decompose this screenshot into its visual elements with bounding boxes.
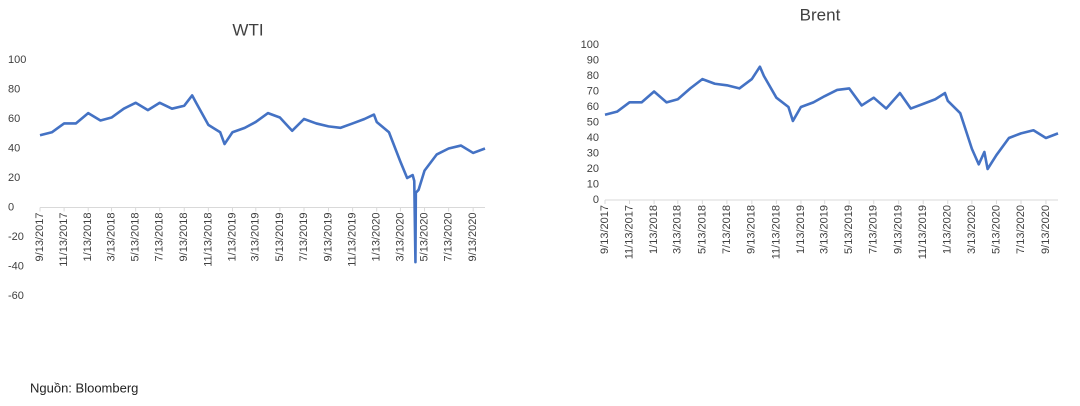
- x-tick-label: 3/13/2018: [672, 205, 684, 254]
- y-tick-label: 20: [587, 163, 599, 175]
- x-tick-label: 5/13/2020: [418, 213, 430, 262]
- x-tick-label: 5/13/2020: [990, 205, 1002, 254]
- x-tick-label: 7/13/2019: [298, 213, 310, 262]
- chart-title: Brent: [800, 5, 841, 24]
- x-tick-label: 1/13/2020: [942, 205, 954, 254]
- x-tick-label: 5/13/2019: [274, 213, 286, 262]
- y-tick-label: 60: [587, 101, 599, 113]
- x-tick-label: 5/13/2019: [843, 205, 855, 254]
- x-tick-label: 1/13/2019: [226, 213, 238, 262]
- y-tick-label: 0: [8, 201, 14, 213]
- y-tick-label: -20: [8, 231, 24, 243]
- x-tick-label: 11/13/2018: [770, 205, 782, 259]
- x-tick-label: 1/13/2018: [82, 213, 94, 262]
- y-tick-label: 30: [587, 147, 599, 159]
- y-tick-label: 0: [593, 194, 599, 206]
- x-tick-label: 1/13/2020: [371, 213, 383, 262]
- x-tick-label: 3/13/2019: [819, 205, 831, 254]
- x-tick-label: 11/13/2019: [917, 205, 929, 259]
- x-tick-label: 7/13/2019: [868, 205, 880, 254]
- x-tick-label: 11/13/2017: [58, 213, 70, 267]
- y-tick-label: -60: [8, 290, 24, 302]
- x-tick-label: 11/13/2018: [202, 212, 214, 266]
- chart-title: WTI: [232, 20, 263, 39]
- data-line: [39, 94, 486, 264]
- x-tick-label: 9/13/2018: [178, 213, 190, 262]
- y-tick-label: 80: [8, 83, 20, 95]
- x-tick-label: 3/13/2020: [966, 205, 978, 254]
- y-tick-label: 50: [587, 116, 599, 128]
- x-tick-label: 3/13/2018: [105, 213, 117, 262]
- x-tick-label: 9/13/2020: [467, 213, 479, 262]
- y-tick-label: 90: [587, 54, 599, 66]
- y-tick-label: 100: [581, 39, 599, 51]
- y-tick-label: 10: [587, 178, 599, 190]
- x-tick-label: 1/13/2019: [795, 205, 807, 254]
- x-tick-label: 7/13/2020: [443, 213, 455, 262]
- x-tick-label: 11/13/2019: [347, 213, 359, 267]
- y-tick-label: -40: [8, 260, 24, 272]
- x-tick-label: 1/13/2018: [648, 205, 660, 254]
- y-tick-label: 70: [587, 85, 599, 97]
- x-tick-label: 5/13/2018: [130, 213, 142, 262]
- y-tick-label: 20: [8, 172, 20, 184]
- y-tick-label: 60: [8, 113, 20, 125]
- x-tick-label: 9/13/2019: [322, 213, 334, 262]
- y-tick-label: 40: [8, 142, 20, 154]
- source-note: Nguồn: Bloomberg: [30, 380, 138, 395]
- x-tick-label: 9/13/2018: [746, 205, 758, 254]
- x-tick-label: 7/13/2018: [721, 205, 733, 254]
- x-tick-label: 9/13/2020: [1040, 205, 1052, 254]
- x-tick-label: 5/13/2018: [696, 205, 708, 254]
- x-tick-label: 9/13/2019: [893, 205, 905, 254]
- x-tick-label: 11/13/2017: [623, 205, 635, 259]
- data-line: [604, 65, 1059, 171]
- y-tick-label: 40: [587, 132, 599, 144]
- x-tick-label: 7/13/2018: [154, 213, 166, 262]
- x-tick-label: 9/13/2017: [34, 213, 46, 262]
- x-tick-label: 9/13/2017: [599, 205, 611, 254]
- y-tick-label: 80: [587, 70, 599, 82]
- x-tick-label: 3/13/2020: [394, 213, 406, 262]
- x-tick-label: 3/13/2019: [250, 213, 262, 262]
- y-tick-label: 100: [8, 54, 26, 66]
- x-tick-label: 7/13/2020: [1015, 205, 1027, 254]
